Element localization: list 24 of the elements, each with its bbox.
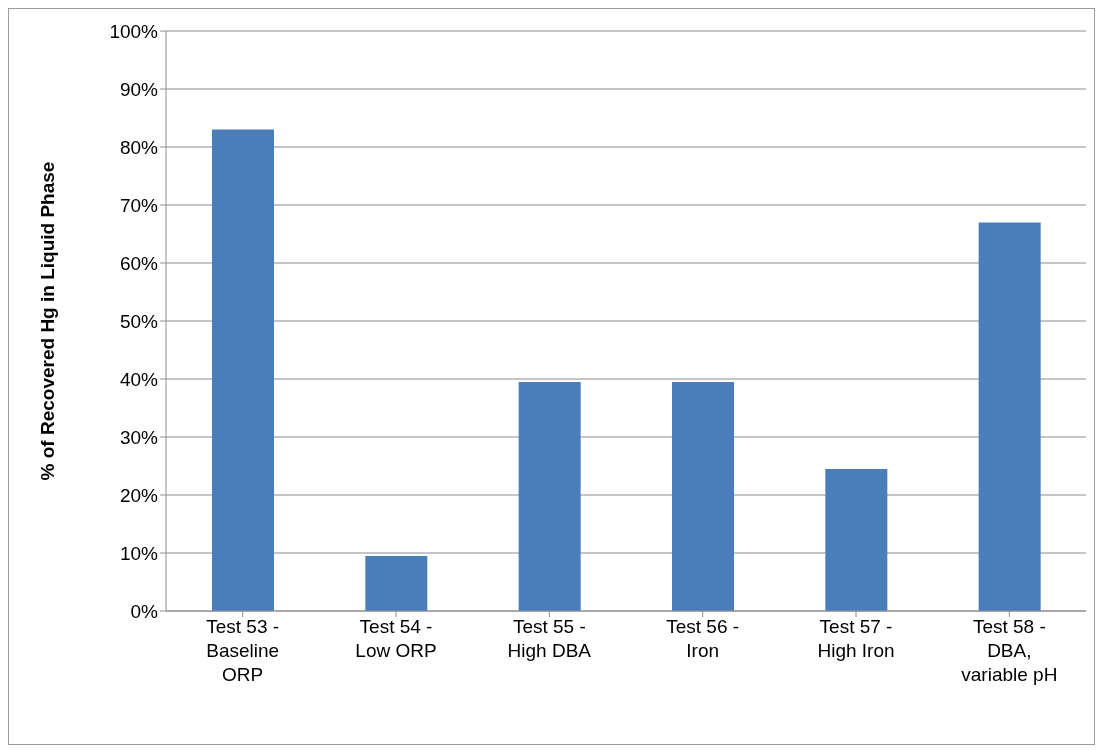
y-tick-label: 30% [119, 426, 159, 448]
bar [672, 381, 734, 611]
y-tick-label: 0% [130, 600, 159, 622]
bar [825, 468, 888, 611]
y-axis-title: % of Recovered Hg in Liquid Phase [36, 161, 58, 481]
y-tick-label: 70% [119, 194, 159, 216]
x-tick-label: Test 54 - Low ORP [355, 616, 437, 661]
y-tick-label: 40% [119, 368, 159, 390]
y-tick-label: 90% [119, 78, 159, 100]
x-tick-label: Test 56 - Iron [666, 616, 740, 661]
bar [212, 129, 274, 611]
y-tick-label: 60% [119, 252, 159, 274]
y-tick-label: 80% [119, 136, 159, 158]
y-tick-label: 20% [119, 484, 159, 506]
y-tick-label: 10% [119, 542, 159, 564]
x-tick-label: Test 55 - High DBA [507, 616, 592, 661]
bar [518, 381, 581, 611]
x-tick-label: Test 53 - Baseline ORP [206, 616, 280, 685]
x-tick-label: Test 57 - High Iron [817, 616, 895, 661]
bar [978, 222, 1041, 611]
y-tick-label: 50% [119, 310, 159, 332]
x-tick-label: Test 58 - DBA, variable pH [961, 616, 1058, 685]
y-tick-label: 100% [109, 20, 159, 42]
bar [365, 555, 428, 611]
